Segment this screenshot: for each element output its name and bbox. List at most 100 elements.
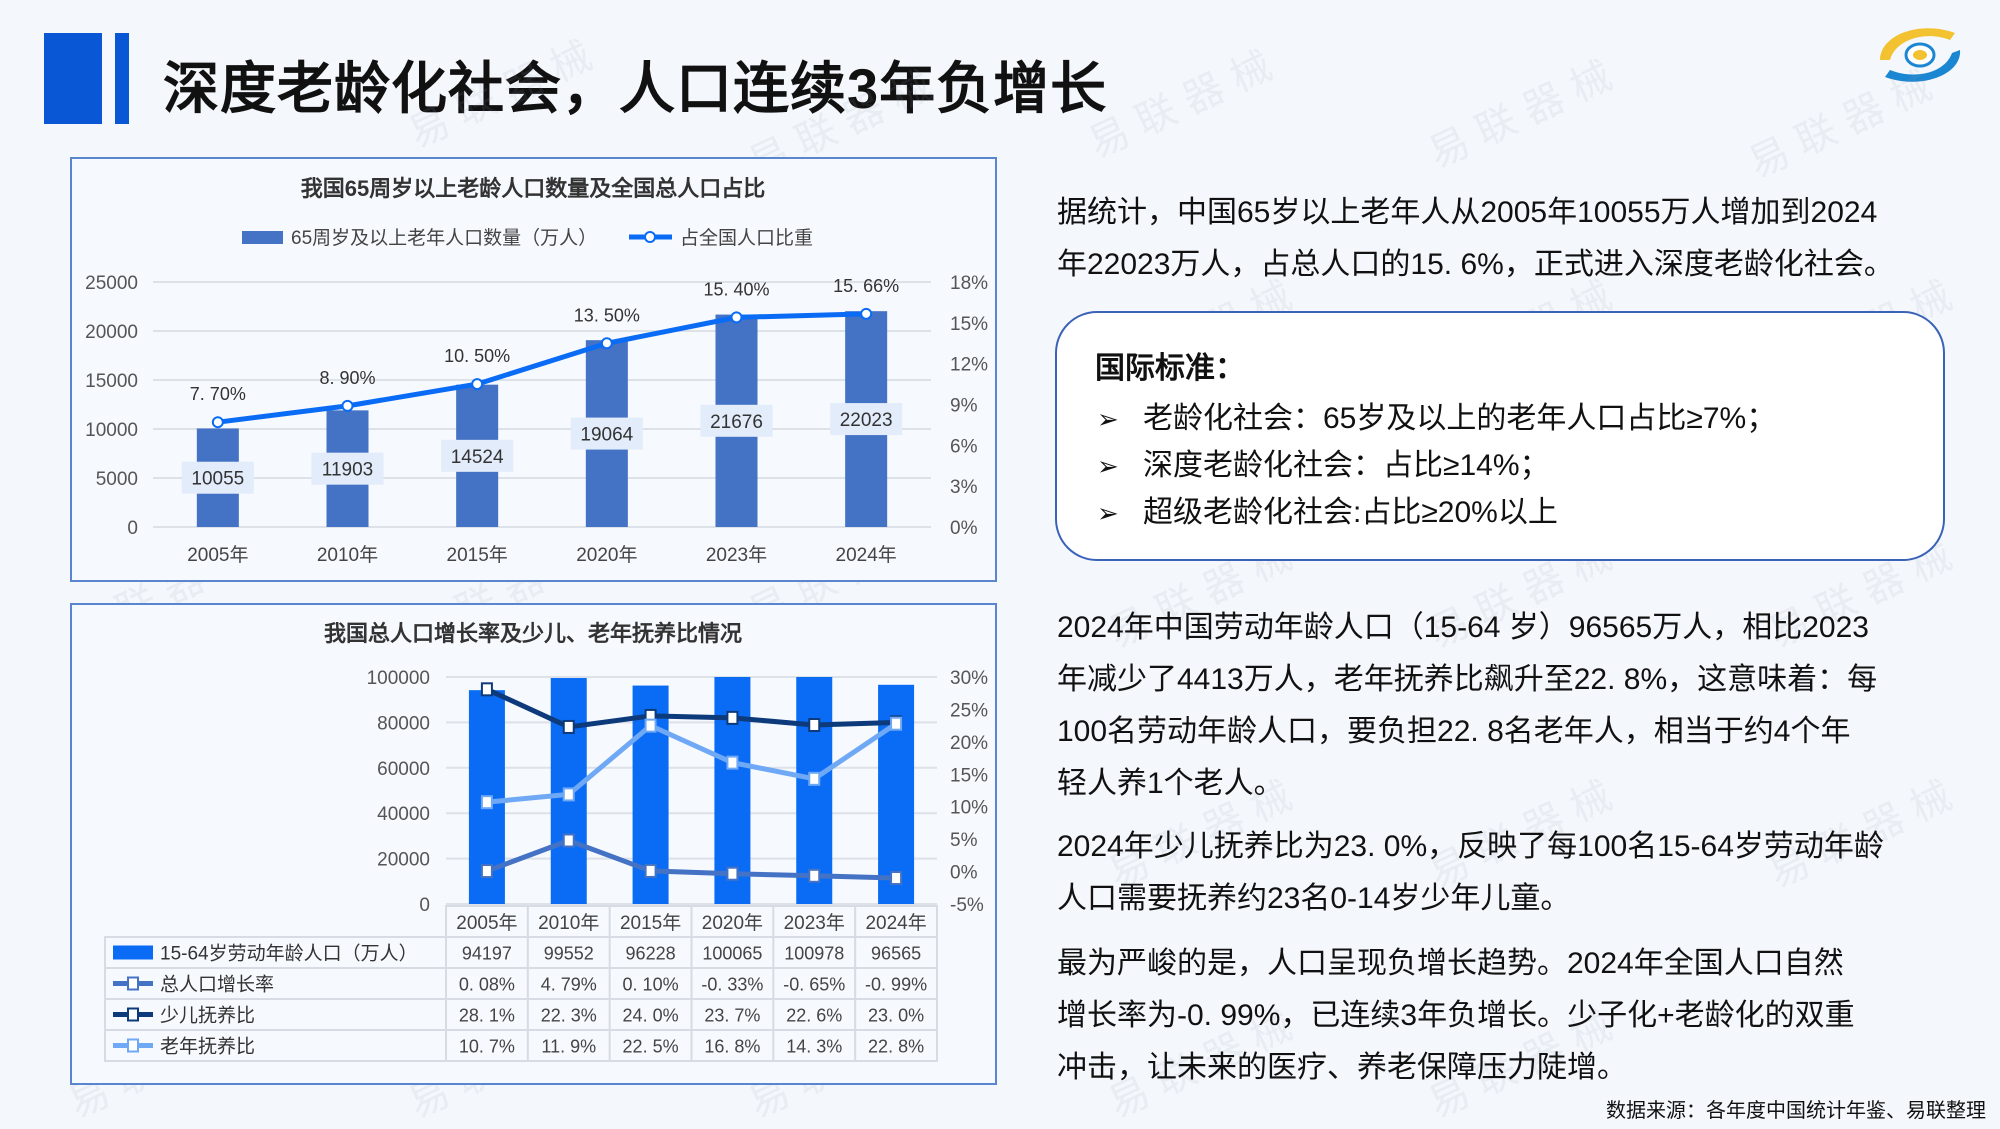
- page-title: 深度老龄化社会，人口连续3年负增长: [163, 57, 1108, 120]
- standard-item-text: 超级老龄化社会:占比≥20%以上: [1143, 496, 1558, 529]
- data-label-box: [830, 403, 903, 436]
- arrow-bullet-icon: ➢: [1097, 451, 1119, 481]
- data-label-box: [181, 461, 254, 494]
- data-label-box: [311, 452, 384, 485]
- intro-paragraph: 据统计，中国65岁以上老年人从2005年10055万人增加到2024 年2202…: [1057, 187, 1894, 291]
- logo-icon: [1880, 28, 1961, 82]
- data-source: 数据来源：各年度中国统计年鉴、易联整理: [1606, 1100, 1986, 1122]
- table-row-label: 老年抚养比: [160, 1036, 255, 1058]
- legend-marker: [127, 976, 139, 991]
- data-label: 15. 66%: [833, 276, 899, 296]
- y2-tick-label: 15%: [950, 314, 988, 335]
- data-label: 19064: [580, 425, 633, 446]
- table-cell: 96228: [626, 944, 676, 964]
- table-row-label: 总人口增长率: [160, 974, 274, 996]
- y-tick-label: 100000: [367, 668, 430, 689]
- legend-bar-swatch: [113, 945, 153, 960]
- line-point: [726, 866, 739, 881]
- y-tick-label: 60000: [377, 759, 430, 780]
- chart-title: 我国65周岁以上老龄人口数量及全国总人口占比: [301, 176, 765, 201]
- table-cell: 16. 8%: [704, 1037, 760, 1057]
- line-point: [562, 787, 575, 802]
- y-tick-label: 40000: [377, 804, 430, 825]
- series-line: [485, 687, 897, 730]
- line-point: [480, 864, 493, 879]
- y2-tick-label: 6%: [950, 436, 978, 457]
- y2-tick-label: 10%: [950, 798, 988, 819]
- line-point: [808, 771, 821, 786]
- table-cell: -0. 99%: [865, 975, 927, 995]
- y2-tick-label: 15%: [950, 765, 988, 786]
- data-label: 13. 50%: [574, 305, 640, 325]
- standard-item-text: 深度老龄化社会：占比≥14%；: [1143, 449, 1550, 482]
- y2-tick-label: 9%: [950, 396, 978, 417]
- y2-tick-label: 18%: [950, 273, 988, 294]
- table-cell: 4. 79%: [541, 975, 597, 995]
- table-cell: 94197: [462, 944, 512, 964]
- table-column-header: 2023年: [784, 912, 845, 934]
- y-tick-label: 0: [127, 518, 138, 539]
- header-accent-bar: [115, 33, 129, 124]
- legend-marker: [127, 1007, 139, 1022]
- table-row-label: 少儿抚养比: [160, 1005, 255, 1027]
- text-line: 据统计，中国65岁以上老年人从2005年10055万人增加到2024: [1057, 196, 1878, 229]
- y-tick-label: 0: [419, 895, 430, 916]
- table-column-header: 2010年: [538, 912, 599, 934]
- table-column-header: 2024年: [865, 912, 926, 934]
- child-ratio-paragraph: 2024年少儿抚养比为23. 0%，反映了每100名15-64岁劳动年龄 人口需…: [1057, 821, 1884, 925]
- table-row-label: 15-64岁劳动年龄人口（万人）: [160, 943, 418, 965]
- line-point: [562, 719, 575, 734]
- negative-growth-paragraph: 最为严峻的是，人口呈现负增长趋势。2024年全国人口自然 增长率为-0. 99%…: [1057, 938, 1855, 1094]
- line-point: [644, 718, 657, 733]
- x-tick-label: 2015年: [447, 544, 508, 566]
- text-line: 轻人养1个老人。: [1057, 767, 1284, 800]
- y2-tick-label: 0%: [950, 518, 978, 539]
- y-tick-label: 25000: [85, 273, 138, 294]
- data-label: 15. 40%: [703, 279, 769, 299]
- bar: [796, 677, 833, 904]
- text-line: 年22023万人，占总人口的15. 6%，正式进入深度老龄化社会。: [1057, 248, 1894, 281]
- line-point: [341, 399, 354, 412]
- x-tick-label: 2005年: [187, 544, 248, 566]
- data-label: 22023: [840, 410, 893, 431]
- table-cell: -0. 65%: [783, 975, 845, 995]
- y-tick-label: 20000: [85, 322, 138, 343]
- table-column-header: 2015年: [620, 912, 681, 934]
- data-label: 21676: [710, 412, 763, 433]
- standard-heading: 国际标准：: [1095, 352, 1245, 385]
- text-line: 2024年中国劳动年龄人口（15-64 岁）96565万人，相比2023: [1057, 611, 1869, 644]
- standard-item: ➢ 老龄化社会：65岁及以上的老年人口占比≥7%；: [1097, 393, 1776, 437]
- table-cell: 22. 5%: [623, 1037, 679, 1057]
- data-label: 7. 70%: [190, 384, 246, 404]
- line-point: [644, 863, 657, 878]
- y2-tick-label: 30%: [950, 668, 988, 689]
- line-point: [726, 755, 739, 770]
- table-cell: -0. 33%: [701, 975, 763, 995]
- table-cell: 22. 8%: [868, 1037, 924, 1057]
- table-cell: 28. 1%: [459, 1006, 515, 1026]
- table-cell: 23. 0%: [868, 1006, 924, 1026]
- text-line: 冲击，让未来的医疗、养老保障压力陡增。: [1057, 1051, 1627, 1084]
- table-cell: 96565: [871, 944, 921, 964]
- series-line: [486, 721, 898, 805]
- table-cell: 11. 9%: [541, 1037, 596, 1057]
- table-cell: 99552: [544, 944, 594, 964]
- text-line: 最为严峻的是，人口呈现负增长趋势。2024年全国人口自然: [1057, 947, 1844, 980]
- line-point: [726, 710, 739, 725]
- text-line: 年减少了4413万人，老年抚养比飙升至22. 8%，这意味着：每: [1057, 663, 1878, 696]
- chart-title: 我国总人口增长率及少儿、老年抚养比情况: [324, 621, 742, 646]
- series-line: [217, 311, 867, 425]
- table-column-header: 2020年: [702, 912, 763, 934]
- standard-item-text: 老龄化社会：65岁及以上的老年人口占比≥7%；: [1143, 402, 1777, 435]
- y2-tick-label: 12%: [950, 355, 988, 376]
- labor-paragraph: 2024年中国劳动年龄人口（15-64 岁）96565万人，相比2023 年减少…: [1057, 602, 1877, 810]
- data-label-box: [700, 404, 773, 437]
- series-line: [486, 837, 897, 881]
- legend-label: 65周岁及以上老年人口数量（万人）: [291, 227, 597, 249]
- line-point: [808, 717, 821, 732]
- elderly-population-chart: 我国65周岁以上老龄人口数量及全国总人口占比 65周岁及以上老年人口数量（万人） 占…: [85, 176, 988, 566]
- table-cell: 100065: [702, 944, 762, 964]
- table-cell: 24. 0%: [623, 1006, 679, 1026]
- text-line: 增长率为-0. 99%，已连续3年负增长。少子化+老龄化的双重: [1057, 999, 1855, 1032]
- text-line: 人口需要抚养约23名0-14岁少年儿童。: [1057, 882, 1571, 915]
